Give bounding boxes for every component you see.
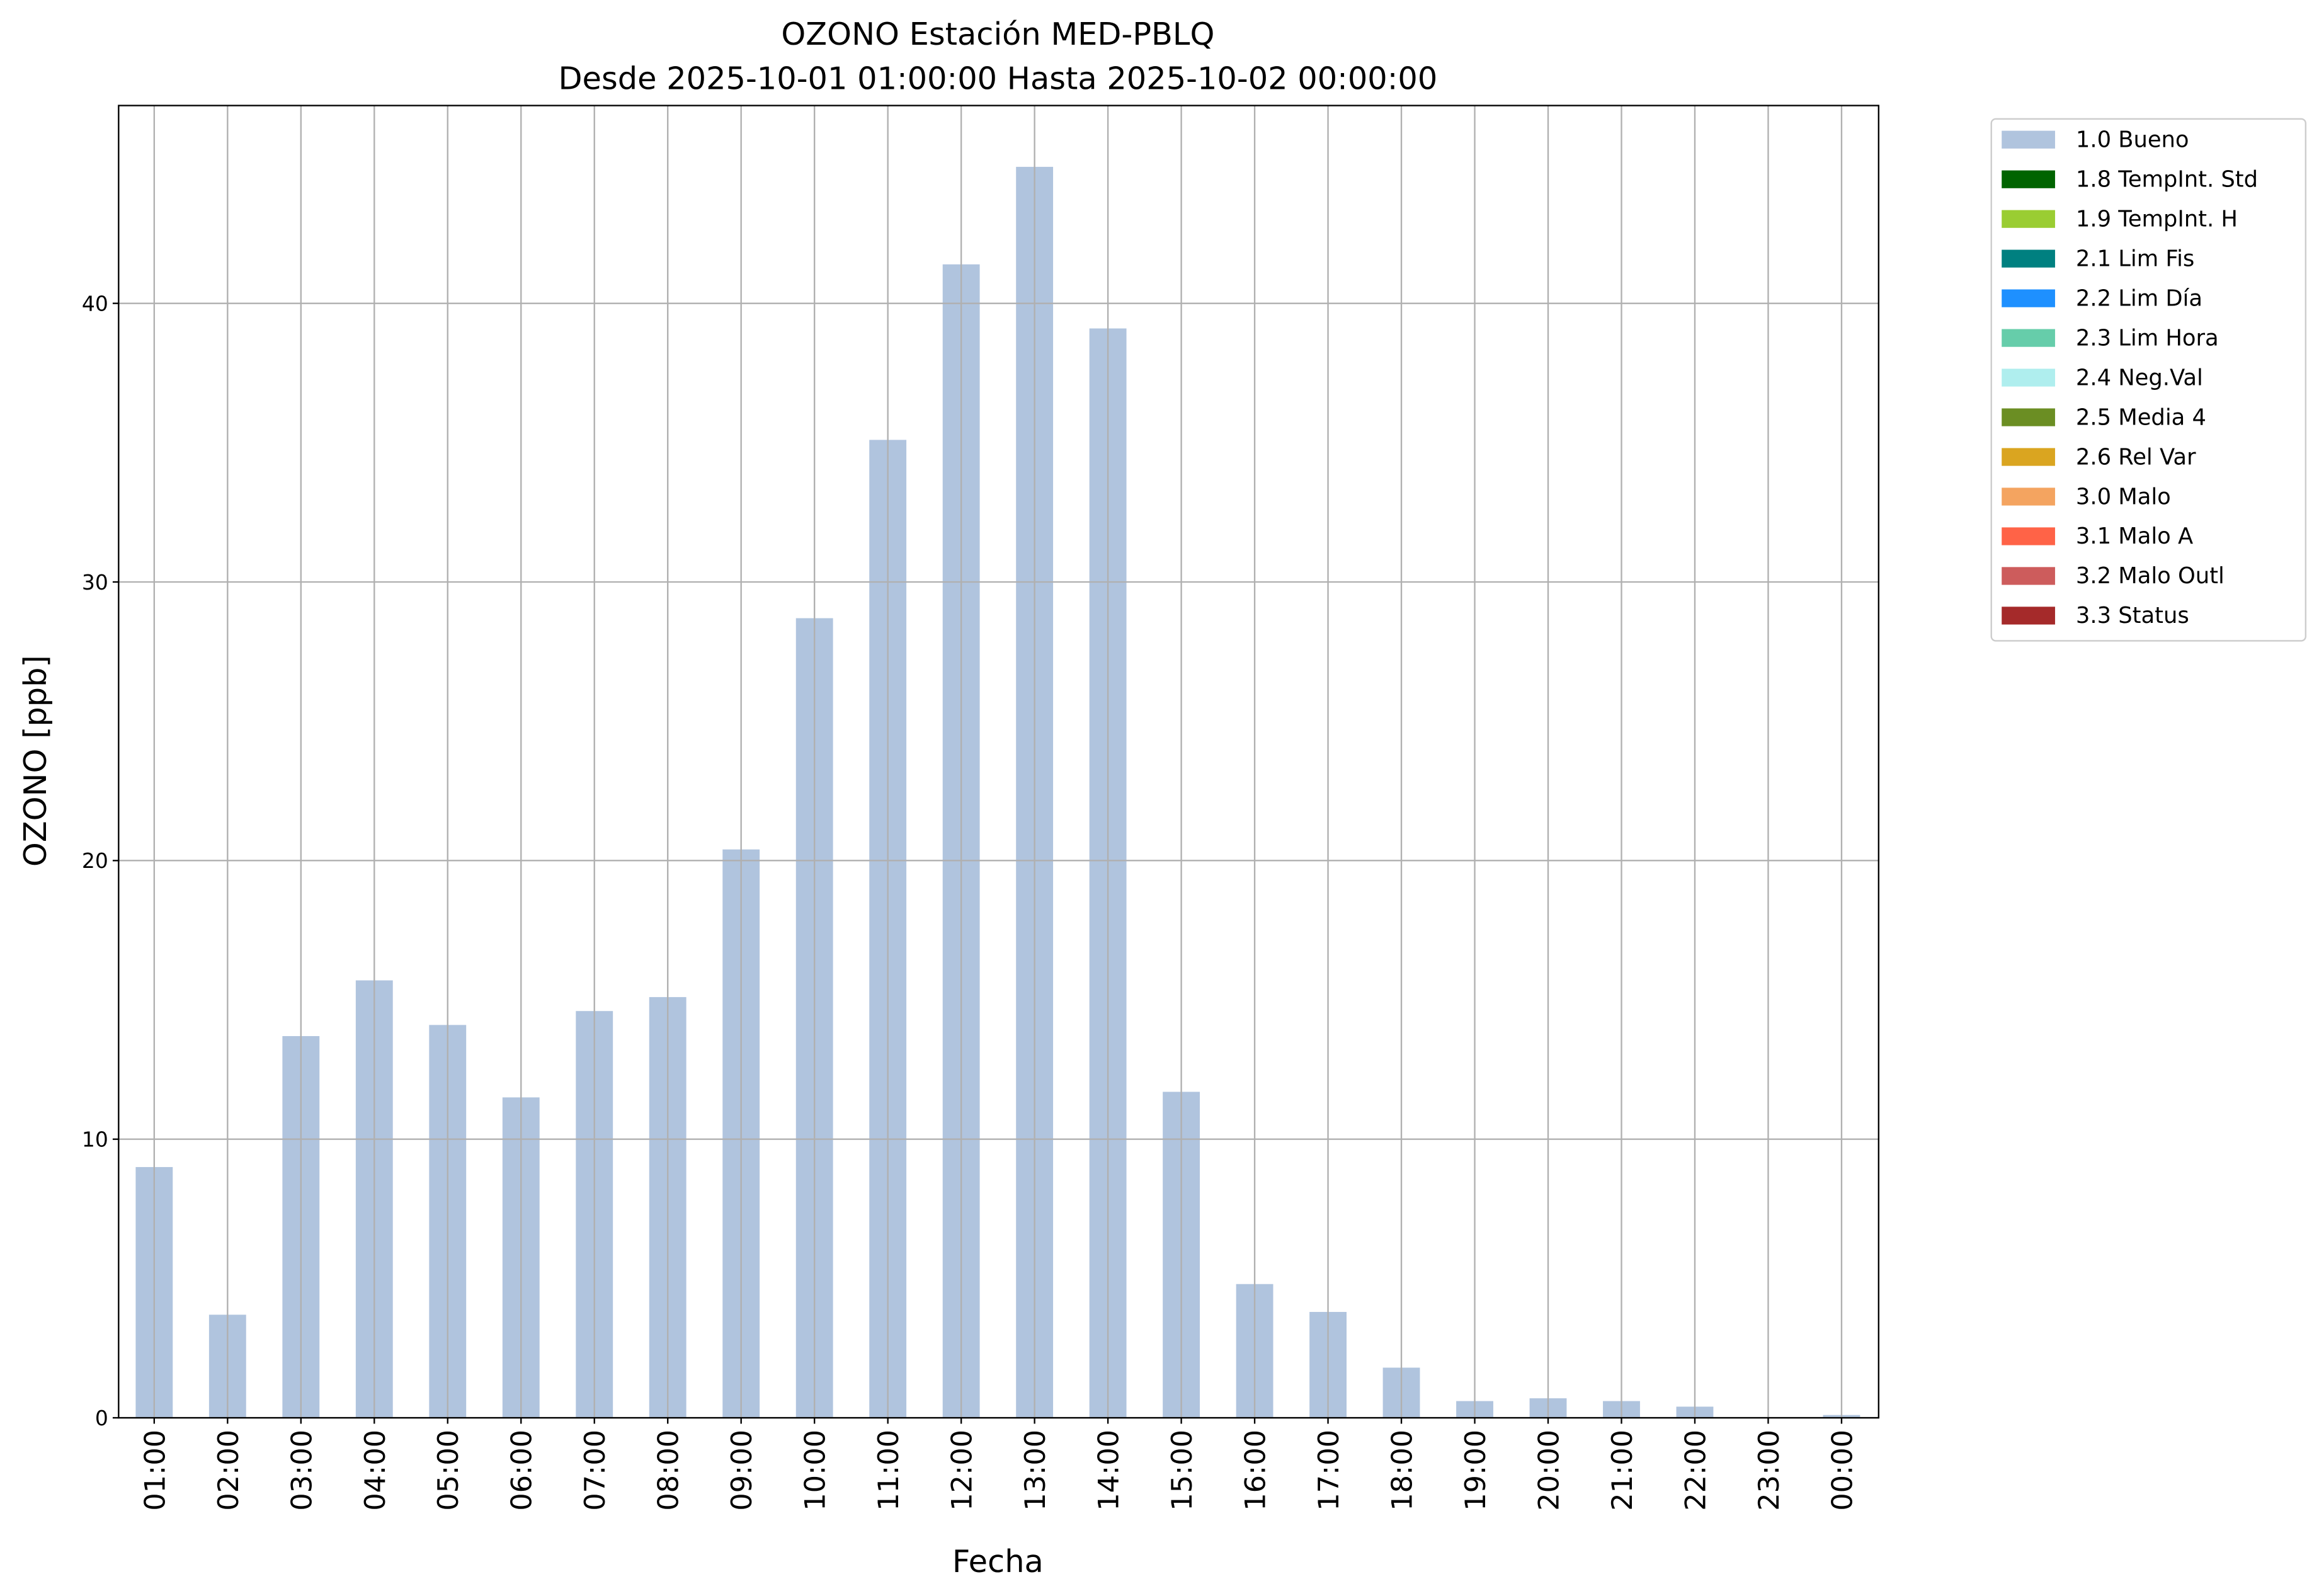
legend-label: 2.1 Lim Fis <box>2076 246 2194 271</box>
legend-label: 2.5 Media 4 <box>2076 404 2206 430</box>
x-tick-label: 04:00 <box>358 1430 392 1511</box>
legend-swatch <box>2002 329 2055 347</box>
x-tick-label: 06:00 <box>505 1430 538 1511</box>
legend-label: 3.2 Malo Outl <box>2076 563 2225 589</box>
legend-swatch <box>2002 289 2055 307</box>
legend-swatch <box>2002 210 2055 228</box>
legend-label: 3.3 Status <box>2076 603 2189 629</box>
x-tick-label: 02:00 <box>212 1430 245 1511</box>
grid <box>118 105 1879 1419</box>
legend-label: 3.1 Malo A <box>2076 523 2193 549</box>
legend-swatch <box>2002 368 2055 387</box>
x-tick-label: 22:00 <box>1678 1430 1712 1511</box>
x-tick-label: 09:00 <box>725 1430 758 1511</box>
legend-frame <box>1990 118 2306 642</box>
legend-swatch <box>2002 448 2055 466</box>
legend-swatch <box>2002 487 2055 506</box>
x-tick-label: 20:00 <box>1532 1430 1565 1511</box>
legend-swatch <box>2002 170 2055 188</box>
x-tick-label: 08:00 <box>652 1430 685 1511</box>
legend-swatch <box>2002 249 2055 268</box>
x-tick-label: 00:00 <box>1825 1430 1859 1511</box>
x-tick-label: 15:00 <box>1165 1430 1199 1511</box>
legend-label: 2.6 Rel Var <box>2076 444 2196 470</box>
y-tick-label: 20 <box>82 848 108 873</box>
legend-label: 2.4 Neg.Val <box>2076 365 2203 390</box>
x-tick-label: 05:00 <box>431 1430 465 1511</box>
legend-swatch <box>2002 130 2055 149</box>
legend-label: 1.0 Bueno <box>2076 127 2189 152</box>
x-tick-label: 07:00 <box>578 1430 612 1511</box>
x-tick-label: 12:00 <box>945 1430 979 1511</box>
x-tick-label: 01:00 <box>138 1430 171 1511</box>
y-axis-label: OZONO [ppb] <box>17 655 54 867</box>
legend-label: 2.2 Lim Día <box>2076 285 2202 311</box>
y-tick-label: 30 <box>82 570 108 595</box>
y-tick-label: 40 <box>82 291 108 316</box>
legend: 1.0 Bueno 1.8 TempInt. Std 1.9 TempInt. H 2… <box>1990 118 2306 642</box>
y-tick-label: 10 <box>82 1127 108 1151</box>
x-axis-label: Fecha <box>952 1543 1044 1580</box>
chart-subtitle: Desde 2025-10-01 01:00:00 Hasta 2025-10-… <box>559 60 1438 97</box>
x-tick-label: 18:00 <box>1386 1430 1419 1511</box>
x-tick-label: 03:00 <box>285 1430 318 1511</box>
plot-frame <box>118 105 1879 1419</box>
x-tick-label: 14:00 <box>1092 1430 1125 1511</box>
x-tick-label: 19:00 <box>1459 1430 1492 1511</box>
legend-swatch <box>2002 408 2055 426</box>
ticks: 0 10 20 30 40 01:00 02:00 03:00 04:00 05:00 06:00 0… <box>82 291 1859 1510</box>
legend-label: 1.8 TempInt. Std <box>2076 166 2258 192</box>
legend-swatch <box>2002 527 2055 545</box>
legend-label: 3.0 Malo <box>2076 484 2171 510</box>
x-tick-label: 11:00 <box>872 1430 905 1511</box>
x-tick-label: 21:00 <box>1605 1430 1639 1511</box>
x-tick-label: 16:00 <box>1239 1430 1272 1511</box>
x-tick-label: 13:00 <box>1018 1430 1052 1511</box>
legend-label: 1.9 TempInt. H <box>2076 206 2238 232</box>
x-tick-label: 17:00 <box>1312 1430 1345 1511</box>
x-tick-label: 10:00 <box>799 1430 832 1511</box>
y-tick-label: 0 <box>95 1406 108 1430</box>
x-tick-label: 23:00 <box>1752 1430 1786 1511</box>
chart-title: OZONO Estación MED-PBLQ <box>781 16 1214 52</box>
legend-label: 2.3 Lim Hora <box>2076 325 2219 351</box>
legend-swatch <box>2002 567 2055 585</box>
legend-swatch <box>2002 607 2055 625</box>
